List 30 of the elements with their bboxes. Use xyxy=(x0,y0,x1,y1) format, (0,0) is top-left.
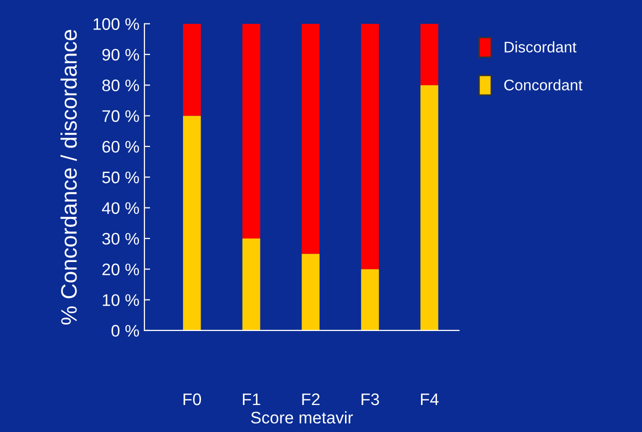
y-tick-label: 10 % xyxy=(102,294,139,306)
legend-label: Discordant xyxy=(504,41,576,52)
y-tick-label: 100 % xyxy=(94,18,139,30)
bar xyxy=(183,116,201,330)
bar xyxy=(420,85,438,330)
y-tick-label: 60 % xyxy=(102,140,139,153)
y-tick-label: 80 % xyxy=(102,80,139,92)
y-tick-label: 20 % xyxy=(102,264,139,276)
y-tick-label: 40 % xyxy=(102,202,139,214)
x-tick-label: F1 xyxy=(242,394,260,406)
x-tick-label: F3 xyxy=(362,393,379,406)
bar xyxy=(183,24,201,116)
bar xyxy=(242,238,260,330)
bar xyxy=(302,254,320,330)
bar xyxy=(361,24,379,270)
y-tick-label: 90 % xyxy=(102,48,139,61)
bar xyxy=(361,269,379,330)
x-axis-title: Score metavir xyxy=(251,411,353,424)
y-tick-label: 0 % xyxy=(112,324,139,337)
bar xyxy=(302,24,320,254)
y-axis-title: % Concordance / discordance xyxy=(60,30,77,325)
x-tick-label: F0 xyxy=(184,393,202,406)
bar xyxy=(242,24,260,238)
y-tick-label: 50 % xyxy=(102,172,139,184)
y-tick-label: 30 % xyxy=(102,232,139,245)
legend-label: Concordant xyxy=(504,79,582,90)
bar xyxy=(420,24,438,86)
x-tick-label: F4 xyxy=(420,394,439,406)
x-tick-label: F2 xyxy=(302,393,320,406)
y-tick-label: 70 % xyxy=(102,110,139,122)
